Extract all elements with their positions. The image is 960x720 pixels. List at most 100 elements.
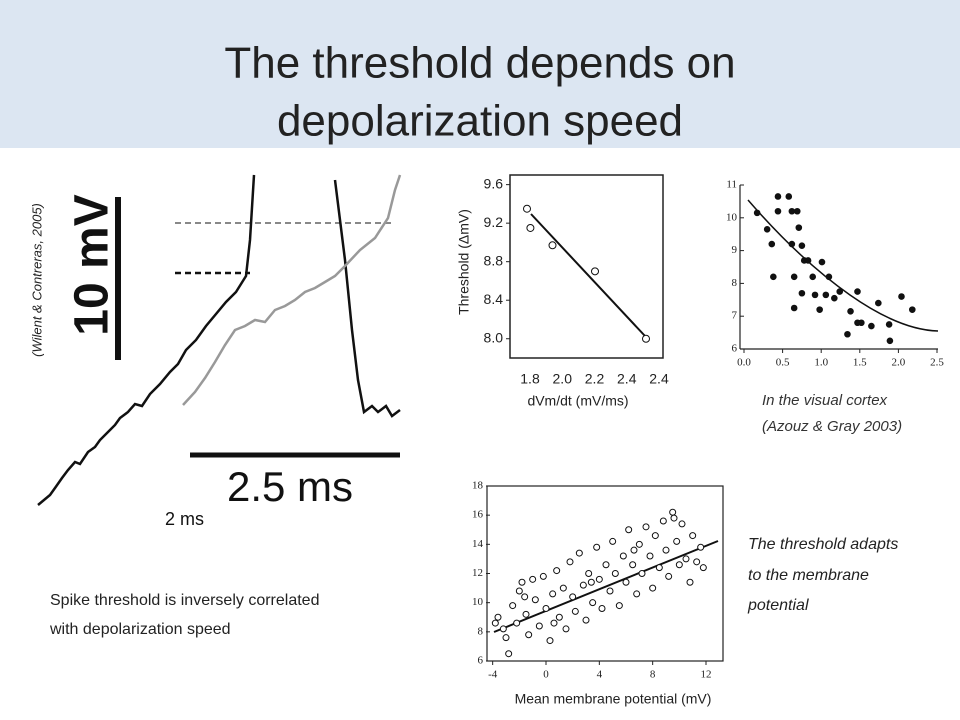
data-point <box>591 267 599 276</box>
data-point <box>505 650 513 658</box>
data-point <box>804 257 812 264</box>
body-text: with depolarization speed <box>49 621 231 638</box>
data-point <box>582 616 590 624</box>
time-scale: 2.5 ms <box>227 463 353 510</box>
time-note: 2 ms <box>165 509 204 529</box>
data-point <box>798 242 806 249</box>
y-tick-label: 6 <box>478 655 484 667</box>
data-point <box>629 561 637 569</box>
data-point <box>669 508 677 516</box>
data-point <box>886 337 894 345</box>
y-tick-label: 9 <box>732 244 738 256</box>
y-tick-label: 9.2 <box>484 214 504 230</box>
x-tick-label: 0.0 <box>737 357 751 369</box>
data-point <box>868 322 875 330</box>
data-point <box>609 537 617 545</box>
plot-frame <box>486 485 724 662</box>
data-point <box>550 619 558 627</box>
data-point <box>649 584 657 592</box>
data-point <box>831 294 838 302</box>
data-point <box>579 581 587 589</box>
data-point <box>686 578 694 586</box>
data-point <box>785 193 793 200</box>
fit-line <box>493 540 719 633</box>
data-point <box>697 543 705 551</box>
x-axis-label: Mean membrane potential (mV) <box>515 691 712 707</box>
y-tick-label: 18 <box>472 480 484 492</box>
data-point <box>898 293 905 300</box>
data-point <box>622 578 630 586</box>
data-point <box>529 575 537 583</box>
x-tick-label: 2.2 <box>585 371 605 387</box>
data-point <box>522 610 530 618</box>
caption: (Azouz & Gray 2003) <box>762 418 902 435</box>
data-point <box>515 587 523 595</box>
data-point <box>630 546 638 554</box>
fit-curve <box>747 199 939 332</box>
data-point <box>795 224 803 231</box>
data-point <box>615 602 623 610</box>
data-point <box>844 330 851 338</box>
data-point <box>548 241 557 250</box>
data-point <box>642 334 650 343</box>
x-tick-label: 2.0 <box>553 371 573 387</box>
data-point <box>699 564 707 572</box>
data-point <box>659 517 667 525</box>
y-tick-label: 10 <box>726 211 738 223</box>
data-point <box>595 575 603 583</box>
x-tick-label: 8 <box>650 669 656 681</box>
data-point <box>553 567 561 575</box>
y-axis-label: Threshold (ΔmV) <box>456 209 472 315</box>
y-tick-label: 8.4 <box>484 291 504 307</box>
data-point <box>646 552 654 560</box>
data-point <box>559 584 567 592</box>
data-point <box>539 572 547 580</box>
data-point <box>491 619 499 627</box>
plot-frame <box>509 174 664 359</box>
data-point <box>585 570 593 577</box>
data-point <box>678 520 686 528</box>
data-point <box>606 587 614 595</box>
x-tick-label: 2.4 <box>617 371 637 387</box>
citation: (Wilent & Contreras, 2005) <box>29 203 44 357</box>
data-point <box>562 625 570 633</box>
data-point <box>502 634 510 642</box>
x-tick-label: -4 <box>488 669 498 681</box>
data-point <box>549 590 557 598</box>
data-point <box>847 307 854 315</box>
y-tick-label: 9.6 <box>484 175 504 191</box>
data-point <box>526 223 535 232</box>
data-point <box>825 273 833 281</box>
body-text: Spike threshold is inversely correlated <box>50 592 319 609</box>
data-point <box>546 637 554 645</box>
y-tick-label: 10 <box>472 596 484 608</box>
data-point <box>587 578 595 586</box>
data-point <box>655 564 663 572</box>
data-point <box>693 558 701 566</box>
data-point <box>854 288 861 295</box>
x-axis-label: dVm/dt (mV/ms) <box>527 393 628 409</box>
data-point <box>651 532 659 540</box>
y-tick-label: 12 <box>472 567 483 579</box>
caption: In the visual cortex <box>762 392 888 409</box>
data-point <box>625 526 633 534</box>
x-tick-label: 2.5 <box>930 357 944 369</box>
data-point <box>633 590 641 598</box>
y-tick-label: 14 <box>472 538 484 550</box>
data-point <box>770 273 777 281</box>
data-point <box>793 207 801 215</box>
y-tick-label: 16 <box>472 509 484 521</box>
x-tick-label: 2.0 <box>892 357 906 369</box>
data-point <box>836 288 844 295</box>
data-point <box>598 605 606 612</box>
data-point <box>885 321 893 328</box>
data-point <box>790 304 798 312</box>
data-point <box>816 306 823 313</box>
x-tick-label: 0.5 <box>776 357 790 369</box>
y-tick-label: 8 <box>478 625 484 637</box>
x-tick-label: 0 <box>543 669 549 681</box>
voltage-traces <box>37 174 402 506</box>
y-tick-label: 8.0 <box>484 329 504 345</box>
data-point <box>535 622 543 630</box>
data-point <box>525 631 533 639</box>
